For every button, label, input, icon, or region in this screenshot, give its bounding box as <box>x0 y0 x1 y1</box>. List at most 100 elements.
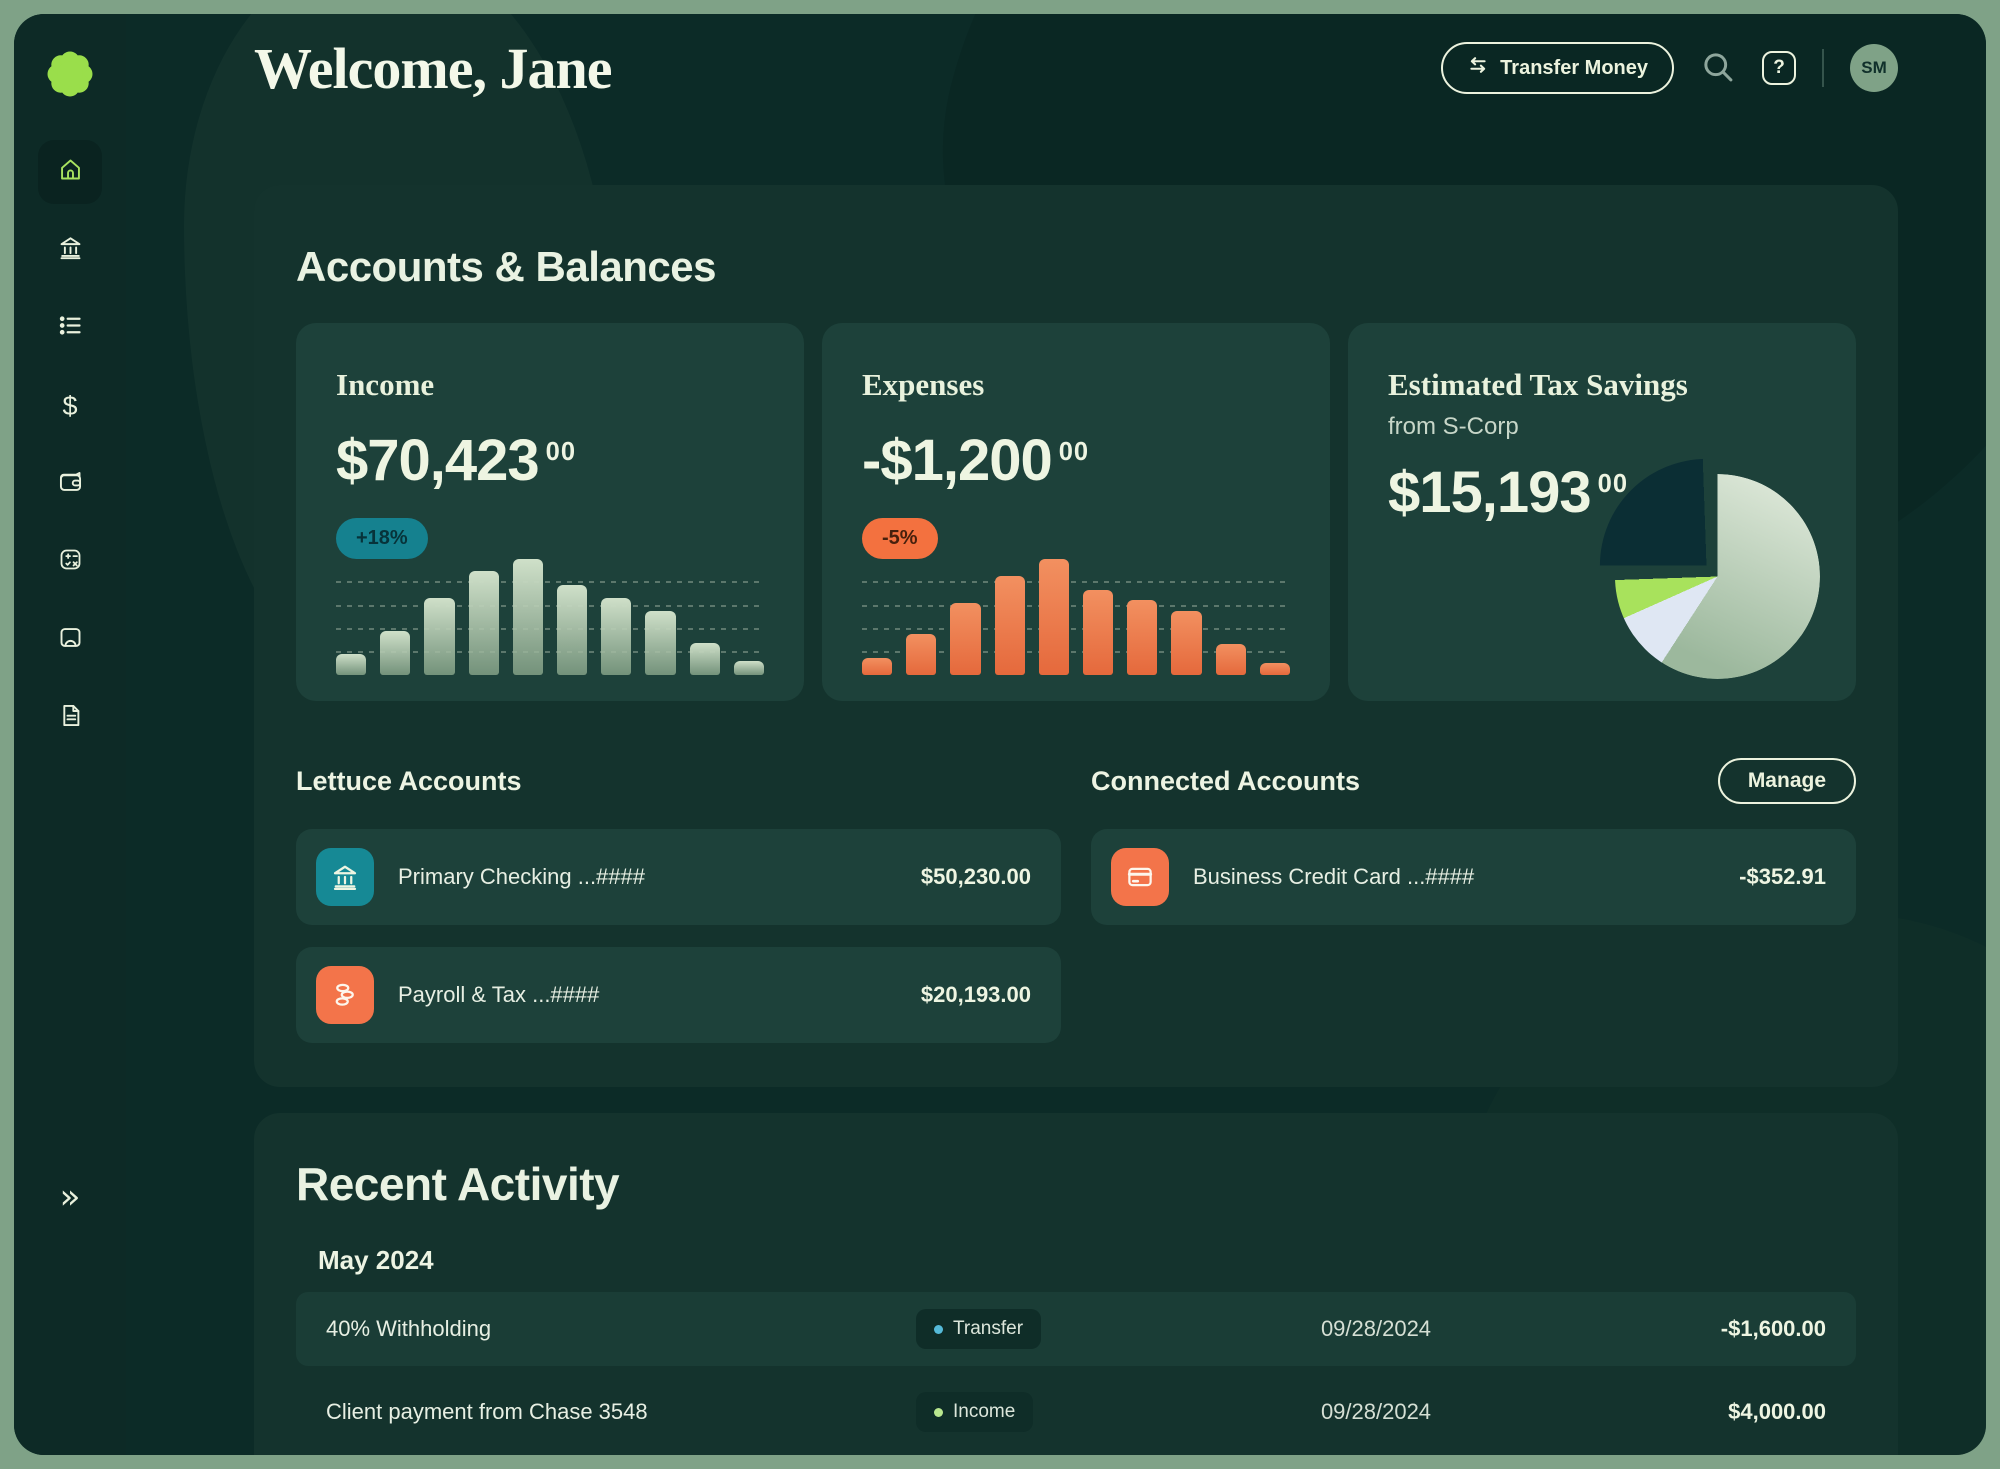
header-actions: Transfer Money ? SM <box>1441 42 1898 94</box>
header: Welcome, Jane Transfer Money <box>254 35 1898 101</box>
recent-activity-title: Recent Activity <box>296 1158 620 1210</box>
account-row-primary-checking[interactable]: Primary Checking ...#### $50,230.00 <box>296 829 1061 925</box>
activity-badge-label: Income <box>953 1401 1016 1422</box>
activity-badge-label: Transfer <box>953 1318 1024 1339</box>
bar <box>906 634 937 675</box>
sidebar-item-list[interactable] <box>38 296 102 360</box>
lettuce-accounts-section: Lettuce Accounts Primary Check <box>296 757 1061 1043</box>
account-name: Primary Checking ...#### <box>398 864 645 889</box>
expenses-bar-chart <box>862 559 1291 675</box>
bar <box>994 576 1025 675</box>
avatar[interactable]: SM <box>1850 44 1898 92</box>
search-button[interactable] <box>1700 49 1736 88</box>
wallet-icon <box>57 468 84 500</box>
expenses-card: Expenses -$1,200 00 -5% <box>822 323 1330 701</box>
tax-savings-subtitle: from S-Corp <box>1388 413 1519 440</box>
credit-card-icon <box>1111 848 1169 906</box>
month-label: May 2024 <box>318 1245 434 1275</box>
bar <box>601 598 632 675</box>
avatar-initials: SM <box>1861 58 1887 77</box>
bar <box>468 570 499 675</box>
chevrons-right-icon: » <box>59 1177 81 1217</box>
tax-pie-chart <box>1599 458 1820 679</box>
activity-name: Client payment from Chase 3548 <box>326 1399 648 1424</box>
search-icon <box>1700 49 1736 88</box>
inbox-icon <box>57 624 84 656</box>
transfer-arrows-icon <box>1467 54 1489 82</box>
expenses-bars <box>862 559 1291 675</box>
bar <box>557 584 588 675</box>
bank-icon <box>316 848 374 906</box>
income-cents: 00 <box>545 437 577 466</box>
bank-icon <box>57 234 84 266</box>
activity-type-badge: Transfer <box>916 1309 1042 1349</box>
expenses-cents: 00 <box>1058 437 1090 466</box>
account-name: Business Credit Card ...#### <box>1193 864 1475 889</box>
income-amount: $70,423 00 <box>336 428 577 493</box>
sidebar-item-bank[interactable] <box>38 218 102 282</box>
activity-type-badge: Income <box>916 1392 1034 1432</box>
dollar-icon: $ <box>62 390 78 421</box>
income-card-title: Income <box>336 367 435 402</box>
stat-cards: Income $70,423 00 +18% Expenses <box>296 323 1856 701</box>
bar <box>336 654 367 675</box>
sidebar-item-document[interactable] <box>38 686 102 750</box>
bar <box>1171 611 1202 675</box>
account-balance: -$352.91 <box>1739 864 1826 889</box>
income-bars <box>336 559 765 675</box>
manage-button[interactable]: Manage <box>1717 758 1856 804</box>
activity-date: 09/28/2024 <box>1320 1399 1432 1424</box>
activity-amount: $4,000.00 <box>1728 1399 1826 1424</box>
list-icon <box>57 312 84 344</box>
help-button[interactable]: ? <box>1762 51 1796 85</box>
lettuce-accounts-heading: Lettuce Accounts <box>296 765 522 796</box>
expenses-card-title: Expenses <box>862 367 985 402</box>
bar <box>733 661 765 675</box>
connected-accounts-heading: Connected Accounts <box>1091 765 1361 796</box>
income-card: Income $70,423 00 +18% <box>296 323 804 701</box>
bar <box>950 603 981 675</box>
income-dot-icon <box>934 1407 943 1417</box>
sidebar-item-calculator[interactable] <box>38 530 102 594</box>
recent-activity-panel: Recent Activity May 2024 40% Withholding… <box>254 1113 1898 1455</box>
expenses-change-badge: -5% <box>862 518 938 559</box>
lettuce-logo-icon[interactable] <box>46 50 94 98</box>
bar <box>1038 559 1070 675</box>
account-row-payroll-tax[interactable]: Payroll & Tax ...#### $20,193.00 <box>296 947 1061 1043</box>
sidebar-item-dollar[interactable]: $ <box>38 374 102 438</box>
page-title: Welcome, Jane <box>254 35 612 101</box>
sidebar-expand-button[interactable]: » <box>14 1177 126 1217</box>
document-icon <box>57 702 84 734</box>
accounts-balances-panel: Accounts & Balances Income $70,423 00 +18… <box>254 185 1898 1087</box>
bar <box>1215 643 1246 675</box>
transfer-dot-icon <box>934 1324 943 1334</box>
sidebar: $ <box>14 14 126 1455</box>
account-balance: $20,193.00 <box>920 982 1031 1007</box>
main-content: Welcome, Jane Transfer Money <box>126 14 1986 1455</box>
header-divider <box>1822 49 1824 87</box>
transfer-money-button[interactable]: Transfer Money <box>1441 42 1674 94</box>
pie-slice-dark-exploded <box>1599 458 1814 673</box>
bar <box>380 630 411 675</box>
app-window: $ <box>14 14 1986 1455</box>
calculator-icon <box>57 546 84 578</box>
sidebar-item-inbox[interactable] <box>38 608 102 672</box>
bar <box>1127 599 1158 675</box>
tax-savings-card: Estimated Tax Savings from S-Corp $15,19… <box>1348 323 1856 701</box>
sidebar-item-home[interactable] <box>38 140 102 204</box>
sidebar-item-wallet[interactable] <box>38 452 102 516</box>
account-row-business-credit-card[interactable]: Business Credit Card ...#### -$352.91 <box>1091 829 1856 925</box>
bar <box>1083 590 1114 675</box>
activity-row[interactable]: Client payment from Chase 3548 Income 09… <box>296 1375 1856 1449</box>
sidebar-nav: $ <box>38 140 102 750</box>
expenses-amount: -$1,200 00 <box>862 428 1090 493</box>
activity-name: 40% Withholding <box>326 1316 492 1341</box>
activity-amount: -$1,600.00 <box>1720 1316 1826 1341</box>
bar <box>645 611 676 675</box>
activity-rows: 40% Withholding Transfer 09/28/2024 -$1,… <box>296 1292 1856 1455</box>
transfer-money-label: Transfer Money <box>1500 56 1648 79</box>
activity-row[interactable]: 40% Withholding Transfer 09/28/2024 -$1,… <box>296 1292 1856 1366</box>
accounts-balances-title: Accounts & Balances <box>296 243 716 290</box>
connected-accounts-section: Connected Accounts Manage <box>1091 757 1856 1043</box>
